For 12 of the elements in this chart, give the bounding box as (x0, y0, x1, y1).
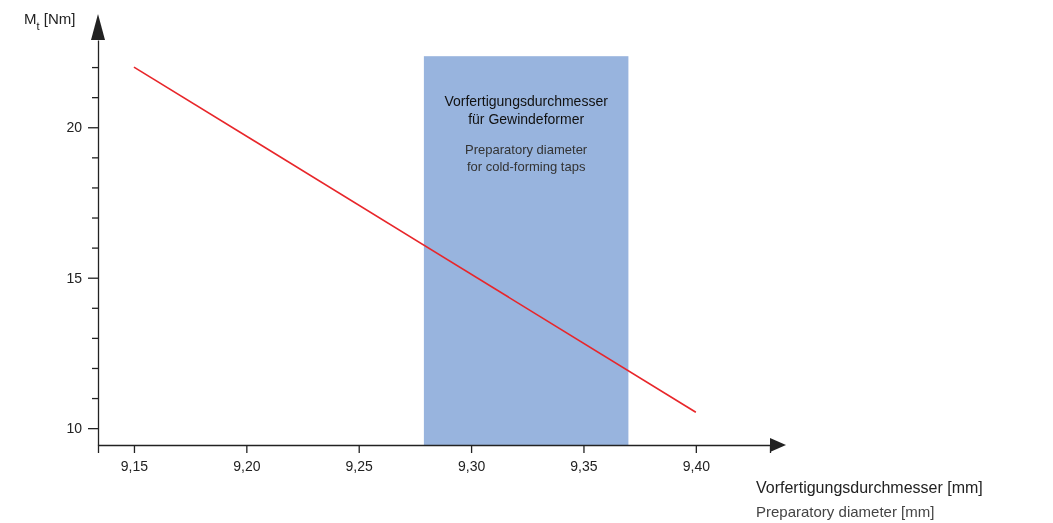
y-tick-label: 20 (66, 119, 83, 136)
x-tick-label: 9,35 (570, 458, 598, 475)
y-axis-title: M$_{t}$ [Nm] (24, 10, 76, 32)
y-tick-label: 10 (66, 420, 83, 437)
x-tick-label: 9,20 (233, 458, 261, 475)
x-axis-title: Vorfertigungsdurchmesser [mm] Preparatory diameter [mm] (756, 479, 983, 520)
band-label: Vorfertigungsdurchmesser für Gewindeformer Preparatory diameter for cold-forming taps (444, 93, 609, 175)
x-tick-label: 9,25 (345, 458, 374, 475)
x-tick-label: 9,15 (120, 458, 149, 475)
y-tick-label: 15 (66, 269, 83, 286)
x-tick-label: 9,40 (682, 458, 711, 475)
x-tick-label: 9,30 (457, 458, 486, 475)
